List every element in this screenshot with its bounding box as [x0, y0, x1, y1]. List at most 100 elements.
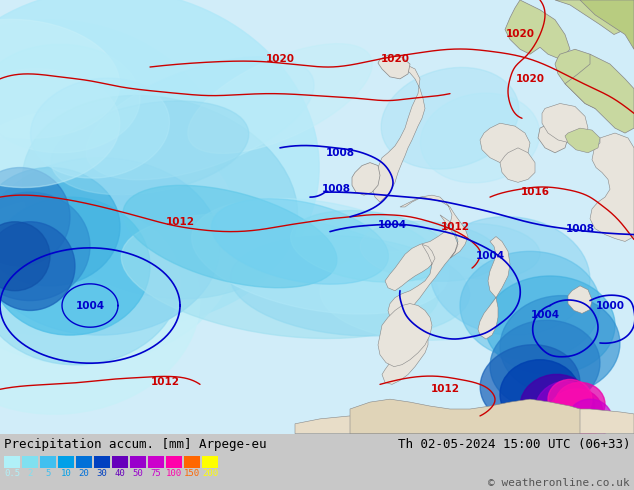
Ellipse shape — [0, 222, 50, 291]
Text: Th 02-05-2024 15:00 UTC (06+33): Th 02-05-2024 15:00 UTC (06+33) — [398, 438, 630, 451]
Ellipse shape — [86, 57, 314, 180]
Text: 1004: 1004 — [531, 310, 560, 320]
Text: 1020: 1020 — [380, 54, 410, 64]
Ellipse shape — [480, 345, 580, 424]
Text: 1020: 1020 — [515, 74, 545, 84]
Ellipse shape — [51, 101, 249, 195]
Ellipse shape — [0, 197, 200, 414]
Ellipse shape — [460, 251, 600, 360]
Bar — [22, 456, 38, 468]
Bar — [40, 456, 56, 468]
Text: 40: 40 — [115, 469, 126, 478]
Polygon shape — [565, 128, 600, 153]
Ellipse shape — [420, 93, 540, 183]
Bar — [112, 456, 128, 468]
Ellipse shape — [548, 379, 592, 419]
Ellipse shape — [0, 158, 220, 335]
Text: © weatheronline.co.uk: © weatheronline.co.uk — [488, 478, 630, 488]
Polygon shape — [505, 0, 570, 59]
Ellipse shape — [520, 374, 590, 434]
Polygon shape — [538, 123, 568, 153]
Polygon shape — [372, 64, 425, 202]
Ellipse shape — [381, 68, 519, 169]
Ellipse shape — [490, 320, 600, 409]
Text: 10: 10 — [61, 469, 72, 478]
Text: 1004: 1004 — [476, 251, 505, 261]
Ellipse shape — [121, 214, 439, 339]
Ellipse shape — [555, 382, 605, 426]
Polygon shape — [350, 399, 580, 434]
Bar — [202, 456, 218, 468]
Text: 20: 20 — [79, 469, 89, 478]
Ellipse shape — [0, 108, 240, 365]
Ellipse shape — [188, 44, 372, 153]
Text: 1012: 1012 — [430, 384, 460, 394]
Text: 1008: 1008 — [321, 184, 351, 194]
Polygon shape — [478, 237, 510, 339]
Text: 1008: 1008 — [566, 223, 595, 234]
Polygon shape — [542, 103, 588, 143]
Polygon shape — [352, 163, 380, 195]
Bar — [58, 456, 74, 468]
Polygon shape — [500, 148, 535, 182]
Text: 1020: 1020 — [266, 54, 295, 64]
Ellipse shape — [547, 389, 603, 439]
Ellipse shape — [564, 409, 600, 439]
Polygon shape — [590, 133, 634, 242]
Text: 30: 30 — [96, 469, 107, 478]
Text: 1004: 1004 — [377, 220, 406, 230]
Ellipse shape — [0, 168, 70, 266]
Text: 1012: 1012 — [150, 377, 179, 388]
Bar — [184, 456, 200, 468]
Polygon shape — [382, 195, 468, 384]
Bar — [94, 456, 110, 468]
Text: 75: 75 — [151, 469, 162, 478]
Text: 100: 100 — [166, 469, 182, 478]
Polygon shape — [555, 49, 630, 118]
Bar — [130, 456, 146, 468]
Ellipse shape — [0, 19, 120, 138]
Text: 1020: 1020 — [505, 29, 534, 40]
Ellipse shape — [500, 360, 580, 429]
Ellipse shape — [568, 399, 612, 439]
Bar — [166, 456, 182, 468]
Ellipse shape — [0, 45, 140, 153]
Polygon shape — [378, 304, 432, 367]
Ellipse shape — [420, 223, 540, 279]
Text: 1016: 1016 — [521, 187, 550, 197]
Text: 1012: 1012 — [441, 221, 470, 232]
Ellipse shape — [0, 222, 75, 311]
Ellipse shape — [22, 96, 298, 299]
Text: 1004: 1004 — [75, 300, 105, 311]
Ellipse shape — [0, 207, 180, 365]
Ellipse shape — [212, 199, 389, 284]
Text: Precipitation accum. [mm] Arpege-eu: Precipitation accum. [mm] Arpege-eu — [4, 438, 266, 451]
Ellipse shape — [535, 381, 595, 437]
Ellipse shape — [0, 192, 90, 300]
Ellipse shape — [290, 211, 450, 282]
Ellipse shape — [430, 217, 590, 335]
Text: 0.5: 0.5 — [4, 469, 20, 478]
Ellipse shape — [0, 168, 120, 286]
Polygon shape — [580, 0, 634, 49]
Text: 1000: 1000 — [595, 300, 624, 311]
Ellipse shape — [0, 197, 150, 335]
Polygon shape — [555, 0, 634, 34]
Ellipse shape — [30, 78, 169, 178]
Bar — [76, 456, 92, 468]
Text: 2: 2 — [27, 469, 33, 478]
Ellipse shape — [320, 251, 520, 340]
Ellipse shape — [485, 276, 615, 374]
Text: 50: 50 — [133, 469, 143, 478]
Polygon shape — [568, 286, 592, 314]
Bar — [148, 456, 164, 468]
Polygon shape — [295, 409, 634, 434]
Polygon shape — [480, 123, 530, 166]
Ellipse shape — [0, 0, 319, 326]
Ellipse shape — [230, 236, 470, 336]
Polygon shape — [565, 54, 634, 133]
Text: 5: 5 — [45, 469, 51, 478]
Ellipse shape — [0, 69, 120, 188]
Text: 1012: 1012 — [165, 217, 195, 227]
Ellipse shape — [123, 185, 337, 288]
